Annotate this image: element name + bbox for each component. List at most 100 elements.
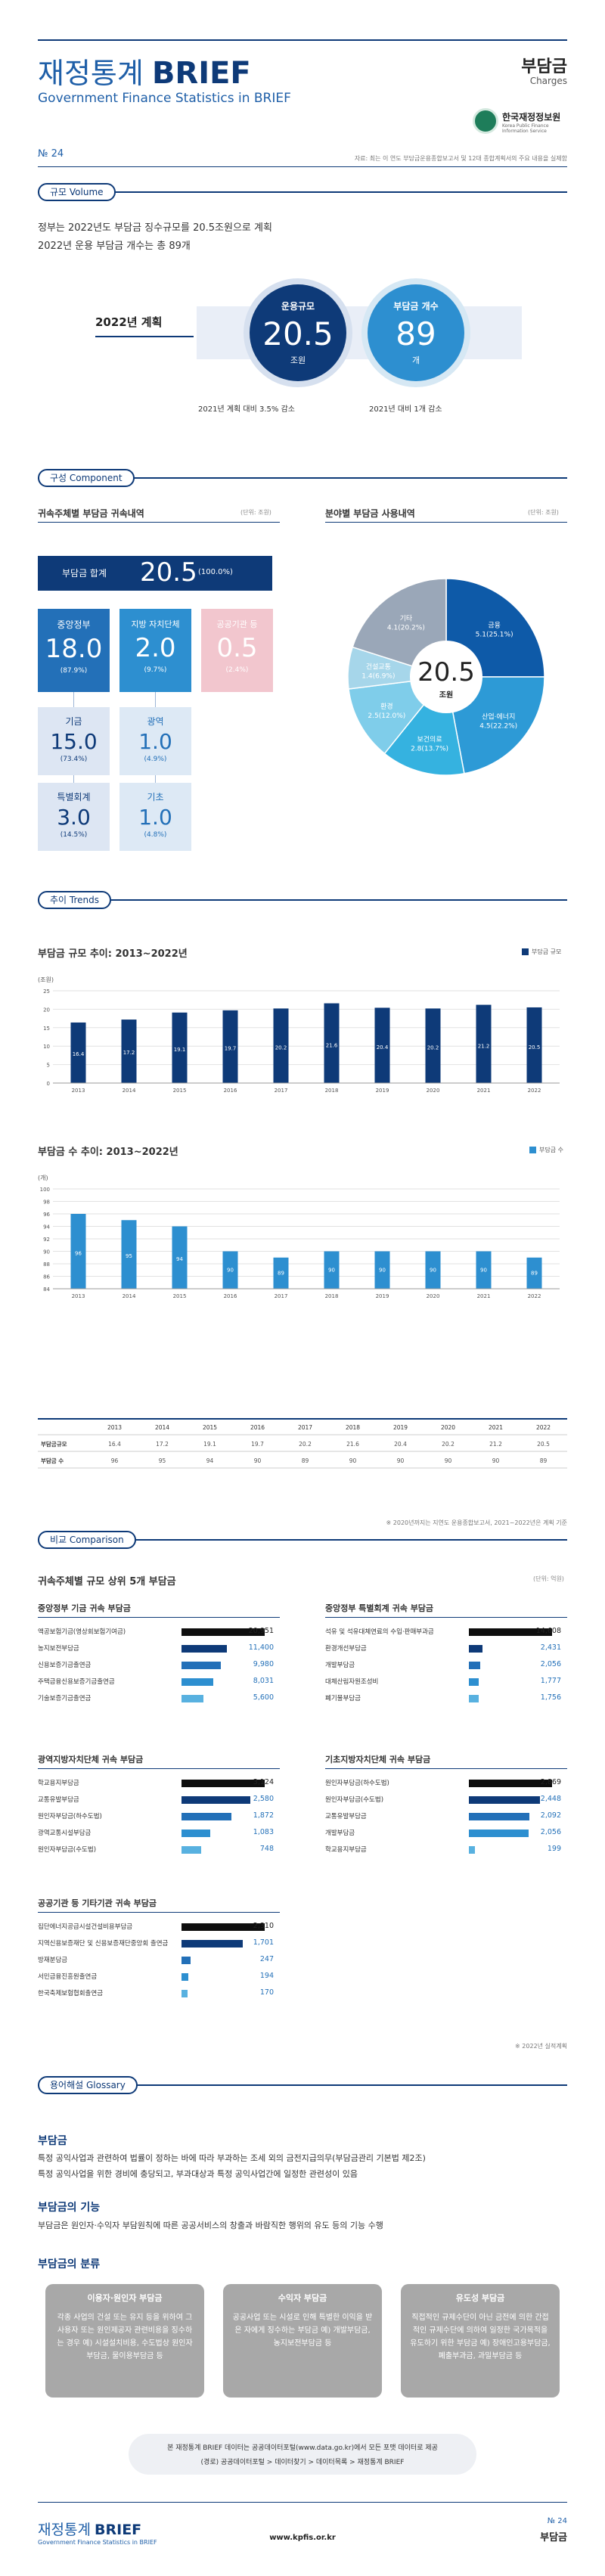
central-label: 중앙정부: [57, 619, 91, 630]
comparison-row-value: 14,608: [535, 1627, 561, 1635]
bar-value-label: 90: [430, 1268, 436, 1274]
comparison-row-value: 5,600: [253, 1693, 274, 1702]
table-col-header: 2018: [346, 1424, 360, 1431]
card-desc: 직접적인 규제수단이 아닌 금전에 의한 간접적인 규제수단에 의하여 일정한 …: [410, 2314, 551, 2360]
local-pct: (9.7%): [144, 666, 167, 674]
comparison-row-bar: [182, 1990, 188, 1997]
x-tick-label: 2019: [376, 1293, 389, 1299]
x-tick-label: 2013: [72, 1088, 85, 1094]
comparison-row-bar: [182, 1780, 265, 1787]
comparison-row-label: 농지보전부담금: [38, 1645, 79, 1653]
comparison-row-value: 199: [547, 1845, 561, 1853]
component-right-rule: [325, 522, 567, 523]
chart1-title: 부담금 규모 추이: 2013~2022년: [38, 948, 188, 960]
fund-value: 15.0: [50, 729, 98, 754]
donut-slice-value: 2.5(12.0%): [368, 712, 405, 720]
table-col-header: 2020: [441, 1424, 455, 1431]
comparison-row: 원인자부담금(하수도법) 2,869: [325, 1777, 567, 1789]
comparison-row: 폐기물부담금 1,756: [325, 1693, 567, 1705]
table-col-header: 2016: [250, 1424, 265, 1431]
comparison-row-bar: [469, 1678, 479, 1686]
glossary-card-1: 이용자·원인자 부담금 각종 사업의 건설 또는 유지 등을 위하여 그 사용자…: [45, 2284, 204, 2398]
bar: [526, 1007, 542, 1083]
comparison-row-label: 원인자부담금(하수도법): [325, 1780, 389, 1787]
bar: [70, 1022, 86, 1083]
comparison-row: 학교용지부담금 3,124: [38, 1777, 280, 1789]
bar: [121, 1220, 137, 1289]
y-tick-label: 15: [43, 1026, 50, 1032]
public-label: 공공기관 등: [216, 619, 258, 629]
footer-issue: № 24: [547, 2517, 567, 2525]
comparison-row-bar: [182, 1678, 214, 1686]
x-tick-label: 2021: [477, 1293, 491, 1299]
bar-value-label: 16.4: [73, 1051, 85, 1057]
title-en: BRIEF: [151, 56, 251, 91]
table-cell: 90: [254, 1457, 262, 1464]
comparison-row: 주택금융신용보증기금출연금 8,031: [38, 1676, 280, 1688]
y-tick-label: 86: [43, 1274, 50, 1280]
table-cell: 16.4: [108, 1441, 121, 1448]
table-cell: 17.2: [156, 1441, 169, 1448]
special-label: 특별회계: [57, 792, 91, 802]
comparison-unit: (단위: 억원): [533, 1575, 564, 1582]
bar-value-label: 17.2: [123, 1050, 135, 1056]
donut-center-unit: 조원: [439, 690, 453, 700]
table-cell: 19.1: [203, 1441, 216, 1448]
count-title: 부담금 개수: [393, 301, 439, 312]
bar: [425, 1008, 441, 1083]
comparison-row-label: 원인자부담금(수도법): [38, 1846, 97, 1854]
section-tag: 용어해설 Glossary: [38, 2076, 138, 2094]
y-tick-label: 96: [43, 1212, 50, 1218]
bar-value-label: 94: [176, 1256, 183, 1262]
bar-value-label: 90: [480, 1268, 487, 1274]
section-component: 구성 Component: [38, 469, 567, 487]
total-box: 부담금 합계 20.5 (100.0%): [38, 556, 272, 591]
footer-brand: 재정통계 BRIEF: [38, 2519, 141, 2539]
comparison-row-label: 지역신용보증재단 및 신용보증재단중앙회 출연금: [38, 1940, 169, 1948]
table-col-header: 2013: [107, 1424, 122, 1431]
comparison-row: 환경개선부담금 2,431: [325, 1643, 567, 1655]
card-desc: 공공사업 또는 시설로 인해 특별한 이익을 받은 자에게 징수하는 부담금 예…: [232, 2314, 373, 2348]
footer-url[interactable]: www.kpfis.or.kr: [269, 2534, 336, 2542]
section-tag: 구성 Component: [38, 469, 135, 487]
section-volume: 규모 Volume: [38, 183, 567, 201]
table-col-header: 2019: [393, 1424, 408, 1431]
section-comparison: 비교 Comparison: [38, 1531, 567, 1549]
chart2-legend: 부담금 수: [539, 1147, 563, 1153]
glossary-heading-2: 부담금의 기능: [38, 2202, 101, 2214]
comparison-row: 액공보험기금(영상회보험기여금) 20,951: [38, 1626, 280, 1638]
bar: [476, 1004, 492, 1083]
glossary-card-2: 수익자 부담금 공공사업 또는 시설로 인해 특별한 이익을 받은 자에게 징수…: [223, 2284, 382, 2398]
comparison-row-label: 학교용지부담금: [325, 1846, 367, 1854]
bar-value-label: 20.2: [427, 1045, 439, 1051]
footer-rule: [38, 2502, 567, 2503]
donut-slice-label: 보건의료: [417, 735, 442, 743]
org-name-en: Korea Public Finance Information Service: [502, 123, 549, 134]
central-value: 18.0: [45, 634, 103, 664]
donut-slice-value: 2.8(13.7%): [411, 745, 448, 753]
card-title: 이용자·원인자 부담금: [87, 2293, 163, 2303]
x-tick-label: 2014: [123, 1293, 136, 1299]
bar-value-label: 96: [75, 1250, 82, 1256]
local-value: 2.0: [135, 633, 176, 663]
donut-slice-value: 4.5(22.2%): [479, 722, 517, 730]
x-tick-label: 2013: [72, 1293, 85, 1299]
table-cell: 95: [159, 1457, 166, 1464]
comparison-row: 방재분담금 247: [38, 1954, 280, 1966]
title-kr: 재정통계: [38, 57, 144, 90]
y-tick-label: 92: [43, 1237, 50, 1243]
comparison-row: 석유 및 석유대체연료의 수입·판매부과금 14,608: [325, 1626, 567, 1638]
bar: [273, 1257, 289, 1289]
comparison-row-bar: [469, 1796, 540, 1804]
section-tag: 추이 Trends: [38, 891, 111, 909]
comparison-row-value: 194: [259, 1972, 274, 1980]
comparison-group-rule: [38, 1617, 280, 1618]
bar-value-label: 19.1: [174, 1047, 186, 1053]
footer-topic: 부담금: [540, 2532, 567, 2543]
central-pct: (87.9%): [60, 667, 88, 675]
bar: [526, 1257, 542, 1289]
chart2-legend-swatch: [529, 1147, 536, 1153]
comparison-note: ※ 2022년 실적계획: [515, 2043, 567, 2050]
y-tick-label: 98: [43, 1200, 50, 1206]
